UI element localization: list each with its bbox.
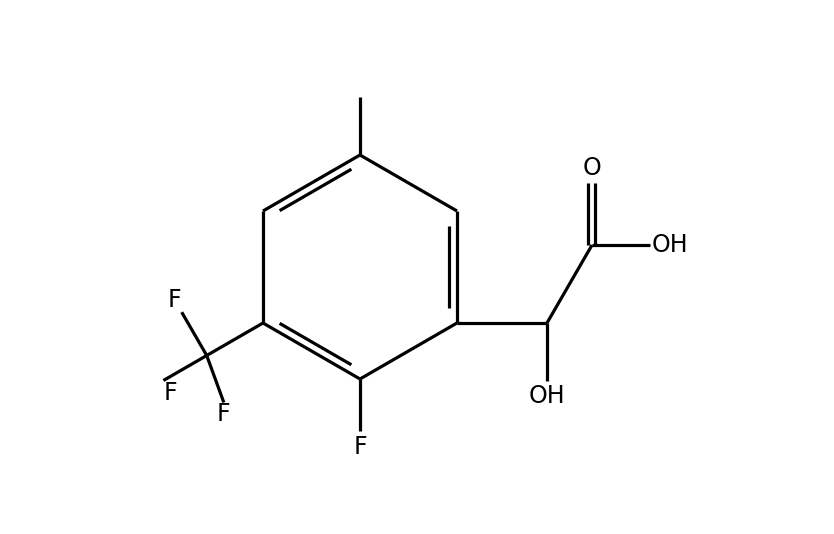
Text: F: F [353,435,367,459]
Text: F: F [217,403,231,427]
Text: O: O [583,156,601,180]
Text: F: F [163,381,177,404]
Text: OH: OH [652,233,689,257]
Text: OH: OH [529,384,565,408]
Text: F: F [168,288,182,312]
